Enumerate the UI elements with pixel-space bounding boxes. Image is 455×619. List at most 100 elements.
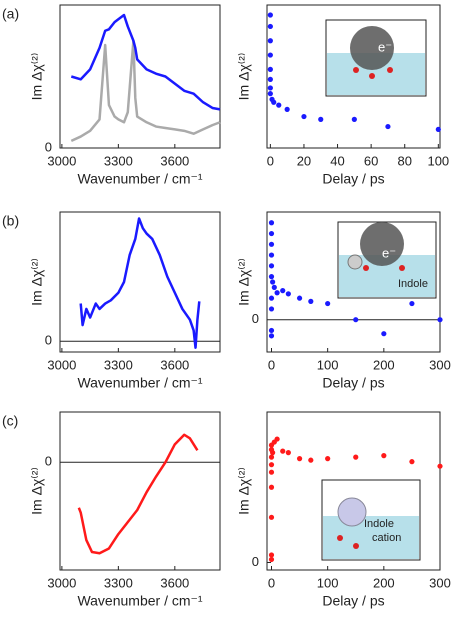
plot-frame (59, 4, 221, 149)
series-line (70, 13, 221, 111)
series-line (70, 39, 221, 142)
data-point (267, 76, 273, 82)
data-point (284, 106, 290, 112)
electron-cloud (360, 222, 404, 266)
annotation: e⁻ (378, 39, 392, 54)
series-line (79, 217, 201, 349)
data-point (268, 306, 275, 312)
x-tick-label: 3300 (104, 357, 133, 372)
series-line (77, 433, 199, 555)
x-axis-label: Delay / ps (322, 375, 384, 391)
data-point (381, 331, 387, 337)
x-tick-label: 200 (373, 357, 395, 372)
panel-label: (b) (2, 213, 19, 229)
x-tick-label: 100 (317, 575, 339, 590)
atom (369, 73, 375, 79)
inset-a: e⁻ (325, 19, 427, 97)
data-point (353, 317, 359, 323)
atom (399, 265, 405, 271)
data-point (409, 300, 415, 307)
data-point (268, 552, 275, 558)
y-axis-label: Im Δχ⁽²⁾ (236, 258, 252, 306)
atom (363, 265, 369, 271)
data-point (437, 463, 443, 469)
data-point (308, 457, 314, 463)
data-point (435, 126, 441, 133)
data-point (268, 462, 275, 468)
data-point (268, 454, 275, 460)
y-tick-label: 0 (45, 454, 52, 469)
data-point (385, 123, 391, 130)
data-point (268, 327, 275, 334)
data-point (325, 456, 331, 462)
data-point (268, 263, 275, 269)
data-point (268, 230, 275, 237)
x-tick-label: 3600 (160, 153, 189, 168)
data-point (274, 436, 280, 442)
data-point (267, 38, 273, 44)
data-point (280, 448, 286, 454)
data-point (325, 300, 331, 307)
data-point (318, 116, 324, 122)
atom (387, 67, 393, 73)
data-point (381, 453, 387, 459)
x-tick-label: 300 (429, 357, 451, 372)
panel-label: (c) (2, 413, 18, 429)
data-point (268, 484, 275, 490)
x-tick-label: 200 (373, 575, 395, 590)
data-point (270, 279, 276, 285)
plot-frame (266, 411, 441, 571)
data-point (268, 241, 275, 247)
y-axis-label: Im Δχ⁽²⁾ (236, 53, 252, 101)
x-tick-label: 3300 (104, 575, 133, 590)
x-tick-label: 100 (317, 357, 339, 372)
x-axis-label: Delay / ps (322, 171, 384, 187)
x-tick-label: 80 (397, 153, 411, 168)
y-tick-label: 0 (252, 311, 259, 326)
y-axis-label: Im Δχ⁽²⁾ (29, 467, 45, 515)
panel-label: (a) (2, 6, 19, 22)
insets: e⁻ e⁻ Indole Indole cation (321, 19, 437, 561)
data-point (267, 23, 273, 30)
atom (353, 67, 359, 73)
data-point (301, 113, 307, 120)
data-point (280, 288, 286, 294)
annotation: cation (372, 532, 401, 544)
data-point (268, 556, 275, 563)
x-tick-label: 3000 (47, 153, 76, 168)
x-tick-label: 100 (427, 153, 449, 168)
data-point (271, 99, 277, 105)
x-tick-label: 3300 (104, 153, 133, 168)
x-tick-label: 0 (268, 357, 275, 372)
plot-frame (59, 211, 221, 353)
data-point (285, 450, 291, 456)
data-point (268, 274, 275, 280)
x-tick-label: 20 (297, 153, 311, 168)
data-point (267, 66, 273, 72)
data-point (268, 220, 275, 226)
data-point (351, 116, 357, 122)
inset-c: Indole cation (321, 479, 421, 561)
data-point (268, 333, 275, 339)
atom (337, 535, 343, 541)
data-point (268, 514, 275, 520)
data-point (296, 295, 303, 301)
y-tick-label: 0 (45, 333, 52, 348)
data-point (308, 298, 314, 304)
indole-cation (337, 497, 367, 527)
x-tick-label: 60 (364, 153, 378, 168)
data-point (268, 252, 275, 258)
x-tick-label: 3600 (160, 575, 189, 590)
data-point (353, 454, 359, 460)
data-point (271, 284, 277, 290)
y-axis-label: Im Δχ⁽²⁾ (29, 258, 45, 306)
x-tick-label: 3600 (160, 357, 189, 372)
data-point (276, 102, 282, 108)
data-point (270, 450, 276, 456)
data-point (437, 317, 443, 323)
y-axis-label: Im Δχ⁽²⁾ (236, 467, 252, 515)
electron-cloud (350, 26, 394, 70)
atom (353, 543, 359, 549)
x-tick-label: 0 (267, 153, 274, 168)
